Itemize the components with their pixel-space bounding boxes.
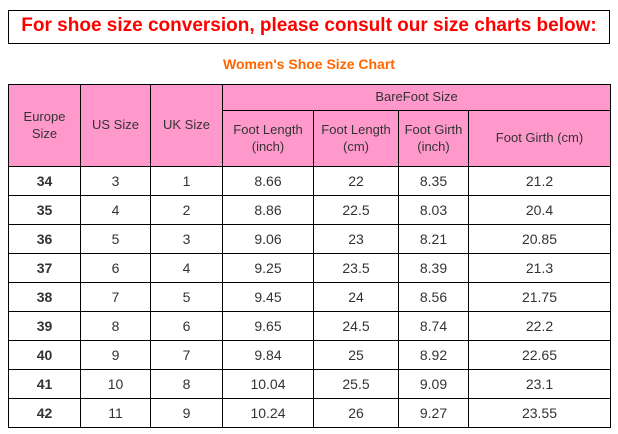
size-value-cell: 2 [150,195,223,225]
size-value-cell: 22 [313,166,399,196]
size-value-cell: 22.65 [468,340,611,370]
size-value-cell: 4 [150,253,223,283]
europe-size-cell: 36 [8,224,81,254]
header-foot-girth-inch: Foot Girth (inch) [398,110,469,167]
size-value-cell: 7 [150,340,223,370]
europe-size-cell: 35 [8,195,81,225]
europe-size-cell: 39 [8,311,81,341]
size-value-cell: 8.92 [398,340,469,370]
size-value-cell: 8.39 [398,253,469,283]
title-box: For shoe size conversion, please consult… [8,10,610,44]
header-uk-size: UK Size [150,84,223,167]
size-value-cell: 10.24 [222,398,314,428]
size-value-cell: 9.45 [222,282,314,312]
europe-size-cell: 38 [8,282,81,312]
size-value-cell: 5 [150,282,223,312]
size-value-cell: 22.2 [468,311,611,341]
size-value-cell: 25.5 [313,369,399,399]
size-value-cell: 8.21 [398,224,469,254]
size-value-cell: 9.65 [222,311,314,341]
size-value-cell: 8 [80,311,151,341]
table-row: 36 5 3 9.06 23 8.21 20.85 [8,224,611,254]
europe-size-cell: 34 [8,166,81,196]
size-value-cell: 9.25 [222,253,314,283]
header-us-size: US Size [80,84,151,167]
size-value-cell: 8.74 [398,311,469,341]
size-value-cell: 8.56 [398,282,469,312]
size-value-cell: 10.04 [222,369,314,399]
size-value-cell: 3 [80,166,151,196]
table-row: 37 6 4 9.25 23.5 8.39 21.3 [8,253,611,283]
size-value-cell: 22.5 [313,195,399,225]
size-value-cell: 8.86 [222,195,314,225]
table-row: 41 10 8 10.04 25.5 9.09 23.1 [8,369,611,399]
size-value-cell: 9.09 [398,369,469,399]
size-value-cell: 20.85 [468,224,611,254]
size-value-cell: 23 [313,224,399,254]
size-value-cell: 8.03 [398,195,469,225]
size-table-body: 34 3 1 8.66 22 8.35 21.2 35 4 2 8.86 22.5 8.03 20.4 36… [8,166,611,428]
europe-size-cell: 37 [8,253,81,283]
size-value-cell: 25 [313,340,399,370]
table-row: 38 7 5 9.45 24 8.56 21.75 [8,282,611,312]
size-value-cell: 9.06 [222,224,314,254]
size-value-cell: 4 [80,195,151,225]
size-value-cell: 8.35 [398,166,469,196]
header-foot-length-inch: Foot Length (inch) [222,110,314,167]
europe-size-cell: 41 [8,369,81,399]
size-value-cell: 3 [150,224,223,254]
size-value-cell: 23.1 [468,369,611,399]
header-europe-size: Europe Size [8,84,81,167]
size-value-cell: 7 [80,282,151,312]
size-value-cell: 8.66 [222,166,314,196]
size-value-cell: 9.27 [398,398,469,428]
size-value-cell: 21.75 [468,282,611,312]
size-value-cell: 6 [150,311,223,341]
size-value-cell: 9 [80,340,151,370]
size-conversion-table: Europe Size US Size UK Size BareFoot Siz… [8,84,611,428]
size-value-cell: 20.4 [468,195,611,225]
size-value-cell: 21.3 [468,253,611,283]
size-value-cell: 8 [150,369,223,399]
size-value-cell: 26 [313,398,399,428]
size-value-cell: 10 [80,369,151,399]
size-value-cell: 5 [80,224,151,254]
size-value-cell: 9.84 [222,340,314,370]
table-row: 42 11 9 10.24 26 9.27 23.55 [8,398,611,428]
page-title: For shoe size conversion, please consult… [21,15,597,36]
size-value-cell: 9 [150,398,223,428]
size-value-cell: 24 [313,282,399,312]
table-header: Europe Size US Size UK Size BareFoot Siz… [8,84,611,167]
header-foot-girth-cm: Foot Girth (cm) [468,110,611,167]
table-row: 34 3 1 8.66 22 8.35 21.2 [8,166,611,196]
size-value-cell: 24.5 [313,311,399,341]
europe-size-cell: 40 [8,340,81,370]
size-value-cell: 11 [80,398,151,428]
header-barefoot-size-group: BareFoot Size [222,84,611,111]
size-value-cell: 23.5 [313,253,399,283]
table-row: 35 4 2 8.86 22.5 8.03 20.4 [8,195,611,225]
chart-subtitle: Women's Shoe Size Chart [223,56,395,72]
table-row: 40 9 7 9.84 25 8.92 22.65 [8,340,611,370]
table-row: 39 8 6 9.65 24.5 8.74 22.2 [8,311,611,341]
size-value-cell: 23.55 [468,398,611,428]
header-foot-length-cm: Foot Length (cm) [313,110,399,167]
size-value-cell: 1 [150,166,223,196]
size-value-cell: 6 [80,253,151,283]
europe-size-cell: 42 [8,398,81,428]
size-value-cell: 21.2 [468,166,611,196]
